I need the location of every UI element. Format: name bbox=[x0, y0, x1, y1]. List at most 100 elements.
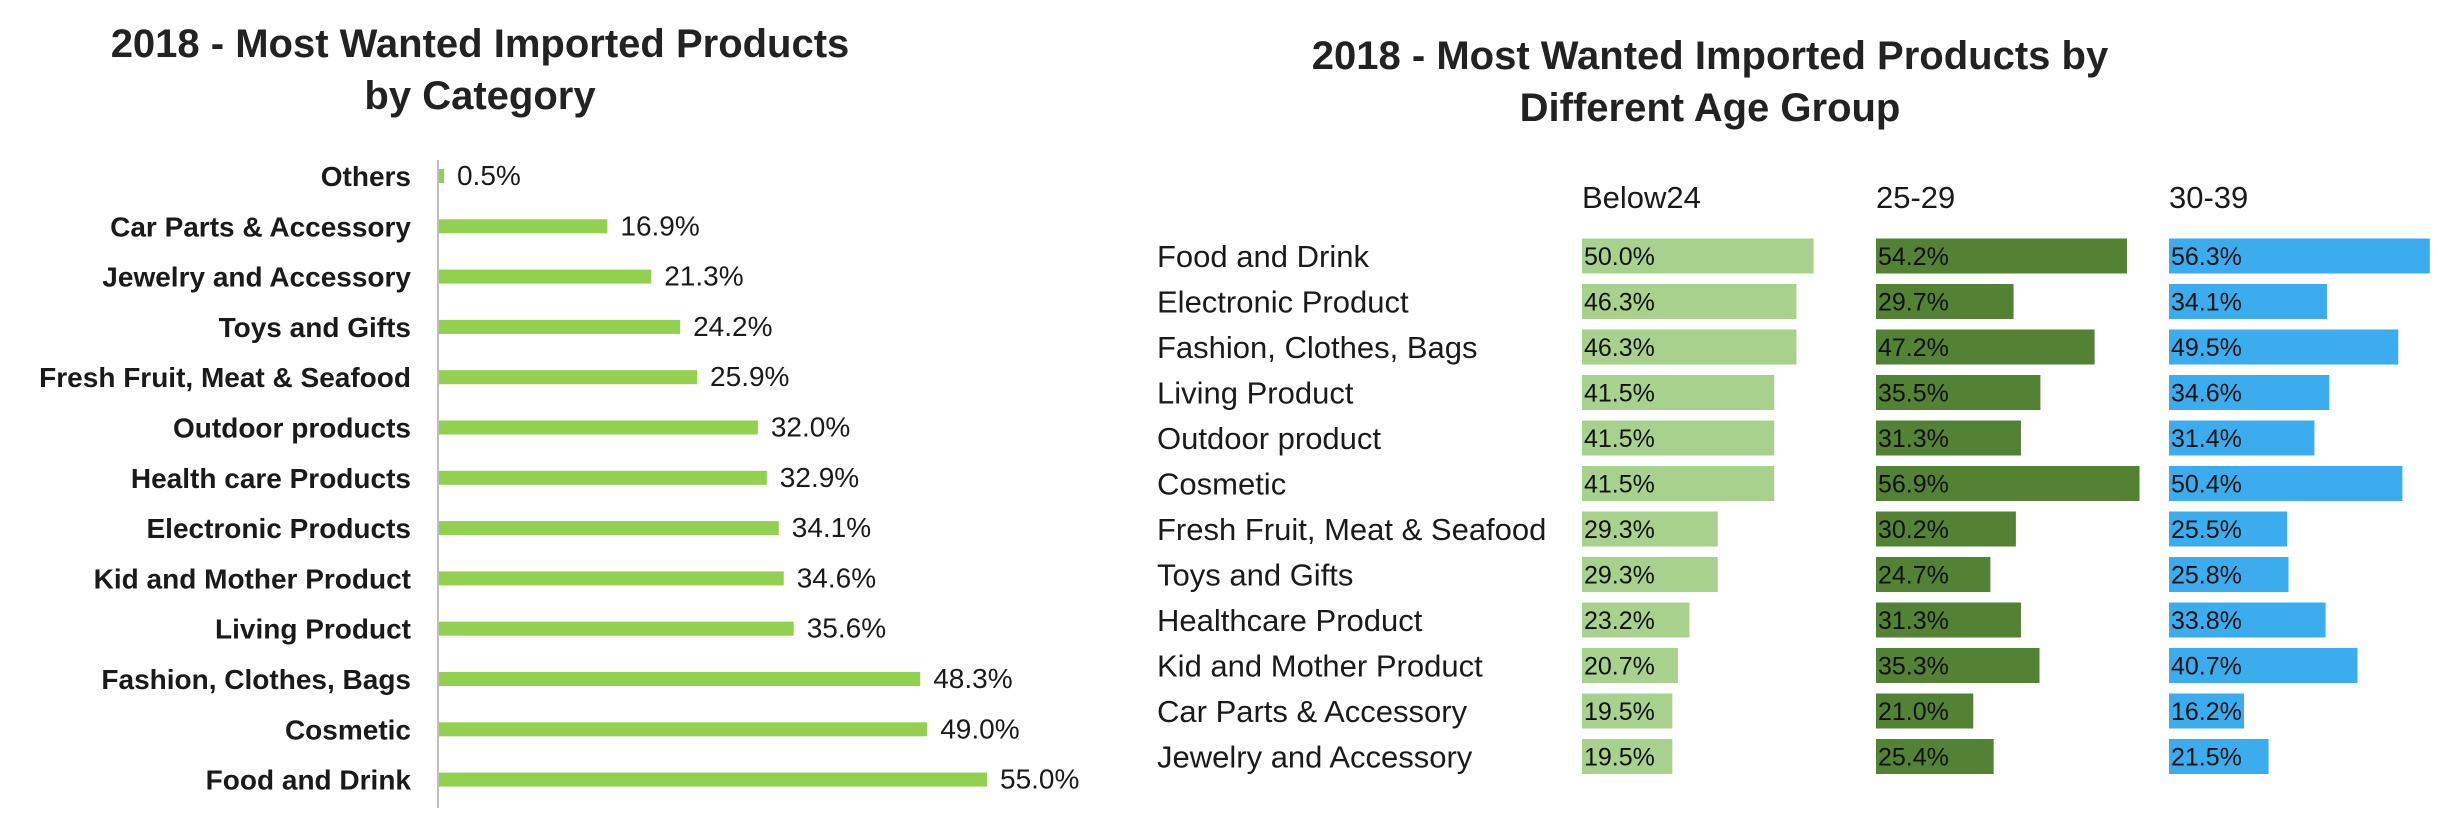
series-header: 25-29 bbox=[1876, 180, 1955, 215]
data-label: 29.3% bbox=[1584, 562, 1655, 590]
data-label: 46.3% bbox=[1584, 289, 1655, 317]
chart-title-line: Different Age Group bbox=[1519, 86, 1901, 130]
data-label: 41.5% bbox=[1584, 425, 1655, 453]
bar bbox=[2169, 557, 2289, 592]
bar bbox=[439, 370, 698, 385]
data-label: 21.0% bbox=[1878, 698, 1949, 726]
category-label: Living Product bbox=[1157, 376, 1354, 411]
data-label: 40.7% bbox=[2171, 653, 2242, 681]
bar bbox=[2169, 648, 2358, 683]
data-label: 0.5% bbox=[457, 160, 521, 191]
chart-title-category: 2018 - Most Wanted Imported Products by … bbox=[40, 18, 920, 122]
category-label: Outdoor products bbox=[173, 413, 411, 444]
bar bbox=[2169, 511, 2288, 547]
bar bbox=[439, 521, 779, 536]
bar bbox=[1582, 693, 1673, 729]
category-label: Food and Drink bbox=[1157, 239, 1369, 274]
data-label: 35.5% bbox=[1878, 380, 1949, 408]
category-label: Kid and Mother Product bbox=[94, 563, 411, 594]
data-label: 25.8% bbox=[2171, 562, 2242, 590]
data-label: 35.3% bbox=[1878, 653, 1949, 681]
data-label: 34.6% bbox=[797, 562, 876, 593]
data-label: 24.7% bbox=[1878, 562, 1949, 590]
bar bbox=[439, 571, 784, 586]
category-label: Others bbox=[321, 161, 411, 192]
data-label: 50.0% bbox=[1584, 243, 1655, 271]
data-label: 29.7% bbox=[1878, 289, 1949, 317]
bar bbox=[439, 672, 921, 686]
data-label: 19.5% bbox=[1584, 698, 1655, 726]
data-label: 24.2% bbox=[693, 311, 772, 342]
data-label: 54.2% bbox=[1878, 243, 1949, 271]
bar bbox=[1876, 329, 2095, 365]
bar bbox=[1876, 511, 2016, 547]
bar bbox=[1582, 466, 1775, 501]
data-label: 23.2% bbox=[1584, 607, 1655, 635]
data-label: 32.9% bbox=[780, 462, 859, 493]
bar bbox=[1582, 602, 1690, 638]
bar bbox=[1582, 648, 1678, 683]
data-label: 49.5% bbox=[2171, 334, 2242, 362]
data-label: 31.3% bbox=[1878, 425, 1949, 453]
bar bbox=[439, 169, 444, 183]
bar bbox=[1876, 466, 2140, 501]
category-label: Living Product bbox=[215, 614, 411, 645]
data-label: 16.9% bbox=[620, 210, 699, 241]
bar bbox=[1876, 693, 1974, 729]
category-label: Jewelry and Accessory bbox=[102, 262, 411, 293]
data-label: 49.0% bbox=[940, 713, 1019, 744]
bar bbox=[1582, 238, 1814, 274]
bar bbox=[1876, 557, 1991, 592]
data-label: 41.5% bbox=[1584, 380, 1655, 408]
data-label: 48.3% bbox=[933, 663, 1012, 694]
data-label: 56.9% bbox=[1878, 471, 1949, 499]
data-label: 46.3% bbox=[1584, 334, 1655, 362]
bar bbox=[1876, 648, 2040, 683]
bar bbox=[1582, 511, 1718, 547]
category-label: Toys and Gifts bbox=[1157, 558, 1353, 593]
data-label: 33.8% bbox=[2171, 607, 2242, 635]
category-label: Fresh Fruit, Meat & Seafood bbox=[39, 362, 411, 393]
data-label: 34.6% bbox=[2171, 380, 2242, 408]
bar bbox=[2169, 739, 2269, 774]
chart-title-age-group: 2018 - Most Wanted Imported Products by … bbox=[1180, 30, 2240, 134]
category-label: Cosmetic bbox=[285, 714, 411, 745]
bar bbox=[2169, 602, 2326, 638]
category-label: Car Parts & Accessory bbox=[110, 211, 411, 242]
bar bbox=[2169, 284, 2327, 319]
bar bbox=[1876, 238, 2128, 274]
data-label: 29.3% bbox=[1584, 516, 1655, 544]
bar bbox=[1876, 284, 2014, 319]
bar bbox=[1876, 375, 2041, 410]
bar bbox=[1876, 739, 1994, 774]
bar bbox=[1582, 329, 1797, 365]
data-label: 32.0% bbox=[771, 412, 850, 443]
data-label: 47.2% bbox=[1878, 334, 1949, 362]
bar bbox=[1876, 420, 2021, 456]
data-label: 20.7% bbox=[1584, 653, 1655, 681]
data-label: 19.5% bbox=[1584, 744, 1655, 772]
series-header: 30-39 bbox=[2169, 180, 2248, 215]
category-label: Healthcare Product bbox=[1157, 603, 1423, 638]
bar bbox=[439, 621, 794, 636]
category-label: Kid and Mother Product bbox=[1157, 649, 1483, 684]
bar bbox=[439, 319, 681, 334]
category-label: Fresh Fruit, Meat & Seafood bbox=[1157, 512, 1546, 547]
bar bbox=[2169, 693, 2245, 729]
bar bbox=[2169, 238, 2430, 274]
bar bbox=[439, 722, 928, 737]
category-label: Fashion, Clothes, Bags bbox=[101, 664, 411, 695]
data-label: 35.6% bbox=[807, 613, 886, 644]
category-label: Electronic Product bbox=[1157, 285, 1409, 320]
series-header: Below24 bbox=[1582, 180, 1701, 215]
bar bbox=[2169, 329, 2399, 365]
bar bbox=[439, 772, 987, 787]
data-label: 25.4% bbox=[1878, 744, 1949, 772]
data-label: 25.5% bbox=[2171, 516, 2242, 544]
data-label: 56.3% bbox=[2171, 243, 2242, 271]
category-label: Health care Products bbox=[131, 463, 411, 494]
data-label: 41.5% bbox=[1584, 471, 1655, 499]
bar bbox=[439, 269, 652, 284]
